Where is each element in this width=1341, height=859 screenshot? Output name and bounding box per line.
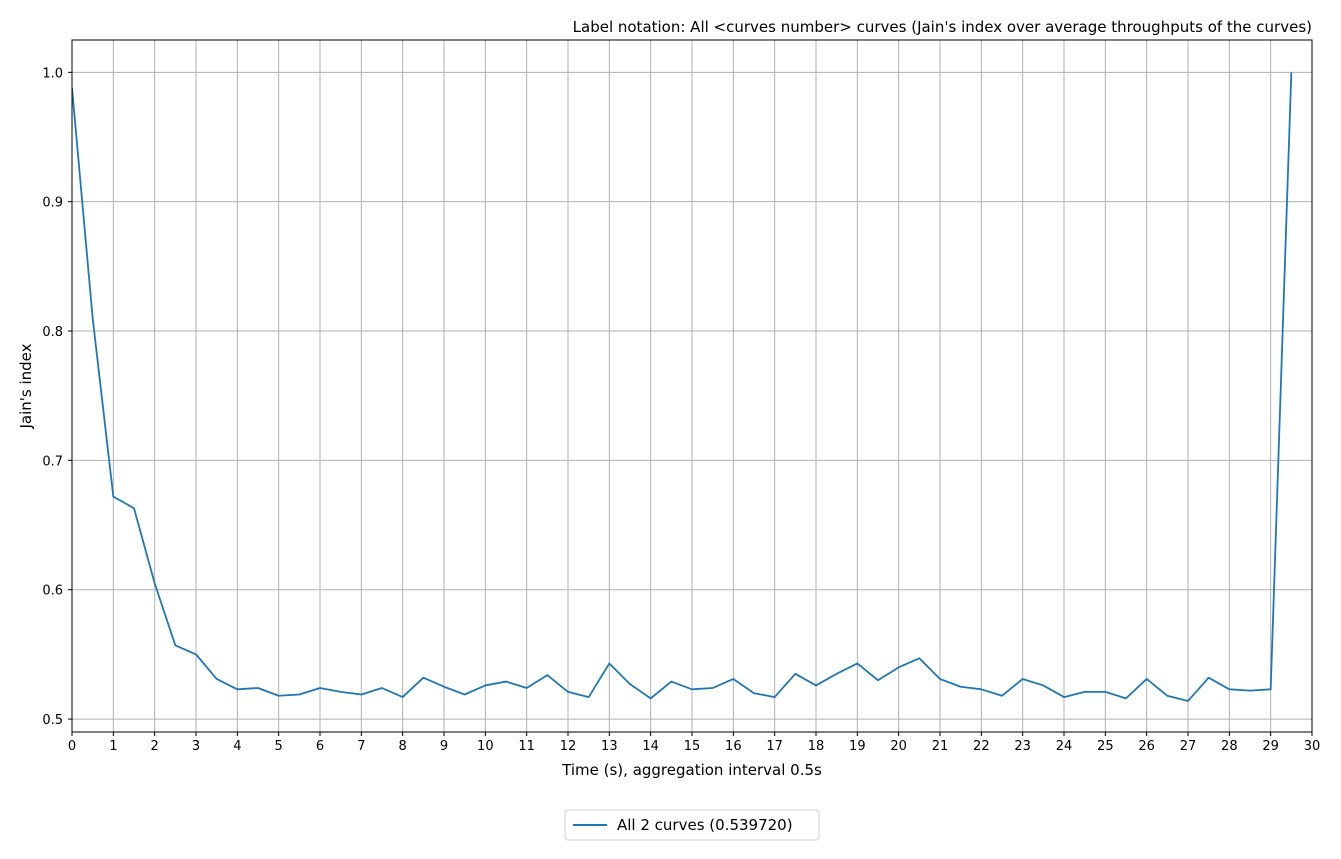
x-tick-label: 4 [233, 739, 241, 754]
x-tick-label: 18 [808, 739, 825, 754]
x-tick-label: 21 [932, 739, 949, 754]
chart-title: Label notation: All <curves number> curv… [573, 18, 1312, 36]
x-tick-label: 16 [725, 739, 742, 754]
y-tick-label: 0.6 [42, 584, 63, 599]
series-layer [72, 72, 1293, 702]
series-line [72, 72, 1293, 702]
legend: All 2 curves (0.539720) [564, 809, 820, 841]
y-tick-label: 0.7 [42, 454, 63, 469]
legend-box [564, 809, 820, 841]
x-tick-label: 25 [1097, 739, 1114, 754]
x-tick-label: 12 [560, 739, 577, 754]
x-tick-label: 26 [1138, 739, 1155, 754]
x-tick-label: 0 [68, 739, 76, 754]
y-tick-label: 0.8 [42, 325, 63, 340]
y-tick-label: 1.0 [42, 66, 63, 81]
x-tick-label: 7 [357, 739, 365, 754]
x-tick-label: 9 [440, 739, 448, 754]
y-axis-label: Jain's index [17, 343, 35, 429]
legend-label: All 2 curves (0.539720) [617, 816, 793, 834]
x-tick-label: 17 [766, 739, 783, 754]
x-tick-label: 30 [1304, 739, 1321, 754]
x-tick-label: 20 [890, 739, 907, 754]
x-tick-label: 27 [1180, 739, 1197, 754]
x-tick-label: 13 [601, 739, 618, 754]
x-tick-label: 3 [192, 739, 200, 754]
x-tick-label: 14 [642, 739, 659, 754]
x-tick-label: 23 [1014, 739, 1031, 754]
x-tick-label: 10 [477, 739, 494, 754]
y-axis-ticks: 0.5 0.6 0.7 0.8 0.9 1.0 [42, 66, 72, 728]
x-tick-label: 22 [973, 739, 990, 754]
y-tick-label: 0.9 [42, 196, 63, 211]
x-axis-label: Time (s), aggregation interval 0.5s [561, 761, 822, 779]
x-tick-label: 2 [151, 739, 159, 754]
x-tick-label: 1 [109, 739, 117, 754]
x-tick-label: 6 [316, 739, 324, 754]
x-tick-label: 28 [1221, 739, 1238, 754]
x-tick-label: 11 [518, 739, 535, 754]
y-tick-label: 0.5 [42, 713, 63, 728]
x-tick-label: 8 [399, 739, 407, 754]
x-tick-label: 29 [1262, 739, 1279, 754]
x-tick-label: 15 [684, 739, 701, 754]
x-axis-ticks: 0 1 2 3 4 5 6 7 8 9 10 11 12 13 14 15 16 17 18 19 20 21 22 23 24… [68, 732, 1320, 754]
x-tick-label: 5 [275, 739, 283, 754]
x-tick-label: 19 [849, 739, 866, 754]
x-tick-label: 24 [1056, 739, 1073, 754]
grid-lines [71, 40, 1313, 732]
